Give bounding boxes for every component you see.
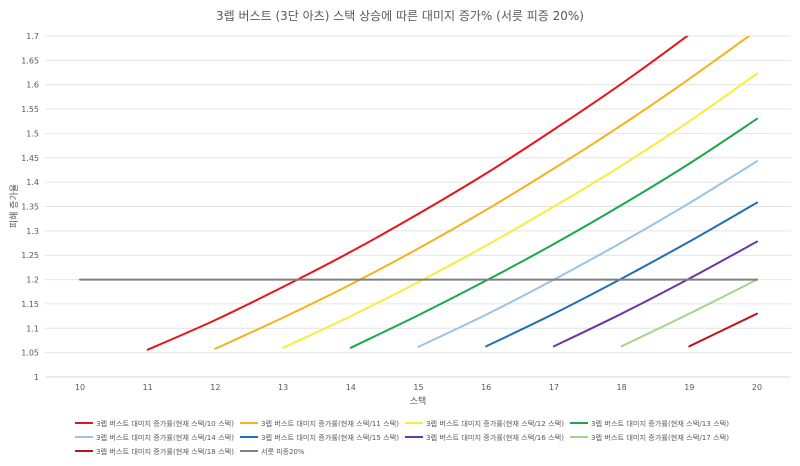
y-tick-label: 1.7 bbox=[26, 32, 39, 41]
y-tick-label: 1.65 bbox=[21, 56, 39, 65]
chart-title: 3렙 버스트 (3단 아츠) 스택 상승에 따른 대미지 증가% (서릇 피증 … bbox=[216, 9, 584, 23]
x-tick-label: 12 bbox=[210, 383, 220, 392]
x-tick-label: 11 bbox=[143, 383, 153, 392]
x-tick-label: 16 bbox=[481, 383, 491, 392]
x-axis-tick-labels: 10 11 12 13 14 15 16 17 18 19 20 bbox=[75, 383, 762, 392]
legend-label-2: 3렙 버스트 대미지 증가률(현재 스택/11 스택) bbox=[261, 419, 399, 428]
legend-label-9: 3렙 버스트 대미지 증가률(현재 스택/18 스택) bbox=[96, 447, 234, 456]
x-tick-label: 20 bbox=[752, 383, 762, 392]
legend-label-7: 3렙 버스트 대미지 증가률(현재 스택/16 스택) bbox=[426, 433, 564, 442]
legend-label-5: 3렙 버스트 대미지 증가률(현재 스택/14 스택) bbox=[96, 433, 234, 442]
y-tick-label: 1.4 bbox=[26, 178, 39, 187]
y-axis-tick-labels: 1 1.05 1.1 1.15 1.2 1.25 1.3 1.35 1.4 1.45 1.5 1.55… bbox=[21, 32, 39, 382]
gridlines bbox=[45, 35, 791, 354]
legend: 3렙 버스트 대미지 증가률(현재 스택/10 스택) 3렙 버스트 대미지 증가… bbox=[75, 419, 729, 456]
series-line-1 bbox=[146, 36, 689, 351]
y-tick-label: 1 bbox=[34, 373, 39, 382]
y-tick-label: 1.25 bbox=[21, 251, 39, 260]
x-tick-label: 19 bbox=[684, 383, 694, 392]
y-tick-label: 1.6 bbox=[26, 81, 39, 90]
x-axis-title: 스택 bbox=[410, 396, 427, 407]
series-line-9 bbox=[688, 312, 758, 348]
y-tick-label: 1.55 bbox=[21, 105, 39, 114]
y-tick-label: 1.5 bbox=[26, 129, 39, 138]
legend-label-10: 서릇 피증20% bbox=[261, 447, 305, 456]
x-tick-label: 15 bbox=[413, 383, 423, 392]
x-tick-label: 14 bbox=[346, 383, 356, 392]
y-tick-label: 1.45 bbox=[21, 154, 39, 163]
series-line-7 bbox=[552, 240, 758, 348]
series-lines bbox=[79, 36, 758, 351]
x-tick-label: 17 bbox=[549, 383, 559, 392]
series-line-6 bbox=[485, 201, 758, 348]
legend-label-3: 3렙 버스트 대미지 증가률(현재 스택/12 스택) bbox=[426, 419, 564, 428]
series-line-3 bbox=[282, 72, 758, 349]
y-axis-title: 피해 증가율 bbox=[9, 184, 20, 228]
series-line-5 bbox=[417, 160, 758, 348]
series-line-8 bbox=[620, 278, 758, 348]
legend-label-1: 3렙 버스트 대미지 증가률(현재 스택/10 스택) bbox=[96, 419, 234, 428]
legend-label-6: 3렙 버스트 대미지 증가률(현재 스택/15 스택) bbox=[261, 433, 399, 442]
y-tick-label: 1.05 bbox=[21, 349, 39, 358]
y-tick-label: 1.15 bbox=[21, 300, 39, 309]
x-tick-label: 10 bbox=[75, 383, 85, 392]
y-tick-label: 1.1 bbox=[26, 324, 39, 333]
y-tick-label: 1.3 bbox=[26, 227, 39, 236]
x-tick-label: 13 bbox=[278, 383, 288, 392]
x-tick-label: 18 bbox=[617, 383, 627, 392]
y-tick-label: 1.35 bbox=[21, 203, 39, 212]
series-line-2 bbox=[214, 36, 751, 350]
y-tick-label: 1.2 bbox=[26, 276, 39, 285]
legend-label-4: 3렙 버스트 대미지 증가률(현재 스택/13 스택) bbox=[591, 419, 729, 428]
legend-label-8: 3렙 버스트 대미지 증가률(현재 스택/17 스택) bbox=[591, 433, 729, 442]
series-line-4 bbox=[349, 117, 758, 349]
